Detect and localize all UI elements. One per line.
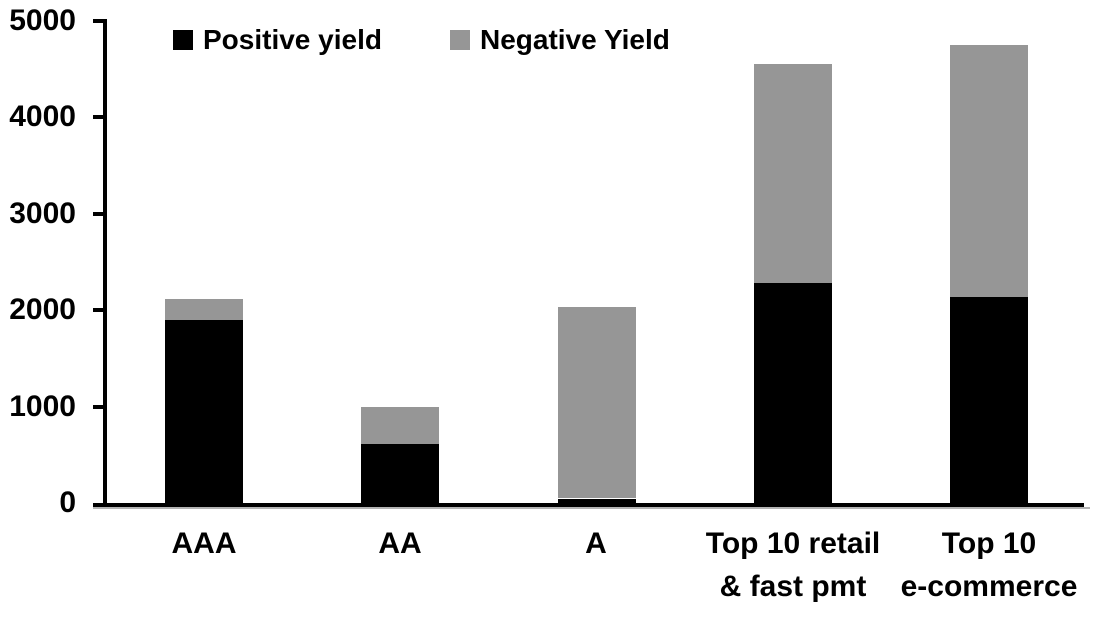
bar-segment-negative-yield xyxy=(558,307,636,498)
legend-item-negative-yield: Negative Yield xyxy=(449,24,670,55)
legend-swatch-positive-yield xyxy=(173,30,193,50)
bar-segment-negative-yield xyxy=(754,64,832,283)
legend-swatch-negative-yield xyxy=(449,30,470,50)
bar-segment-negative-yield xyxy=(165,299,243,320)
y-axis-tick-label: 4000 xyxy=(9,100,76,133)
bar-segment-negative-yield xyxy=(950,45,1028,297)
x-axis-line xyxy=(93,503,1084,507)
bar-segment-negative-yield xyxy=(361,407,439,444)
x-axis-category-label: Top 10 retail & fast pmt xyxy=(705,527,881,603)
y-axis-line xyxy=(103,19,107,507)
legend-label: Positive yield xyxy=(203,24,382,55)
x-axis-category-label: AA xyxy=(378,527,422,560)
bar-segment-positive-yield xyxy=(950,297,1028,503)
y-axis-tick-label: 2000 xyxy=(9,293,76,326)
y-axis-tick xyxy=(93,19,107,23)
x-axis-shadow-line xyxy=(93,507,1090,509)
x-axis-category-label: AAA xyxy=(171,527,237,560)
x-axis-category-label: Top 10 e-commerce xyxy=(900,527,1078,603)
y-axis-tick-label: 3000 xyxy=(9,197,76,230)
y-axis-tick-label: 5000 xyxy=(9,4,76,37)
bar-segment-positive-yield xyxy=(754,283,832,503)
legend-item-positive-yield: Positive yield xyxy=(173,26,382,54)
y-axis-tick xyxy=(93,405,107,409)
legend: Positive yield Negative Yield xyxy=(173,26,670,54)
legend-label: Negative Yield xyxy=(479,24,670,55)
bar-segment-positive-yield xyxy=(361,443,439,503)
y-axis-tick-label: 0 xyxy=(59,486,76,519)
bar-segment-positive-yield xyxy=(165,320,243,503)
x-axis-category-label: A xyxy=(585,527,607,560)
y-axis-tick xyxy=(93,308,107,312)
y-axis-tick xyxy=(93,212,107,216)
bar-segment-positive-yield xyxy=(558,499,636,503)
y-axis-tick xyxy=(93,115,107,119)
y-axis-tick-label: 1000 xyxy=(9,390,76,423)
